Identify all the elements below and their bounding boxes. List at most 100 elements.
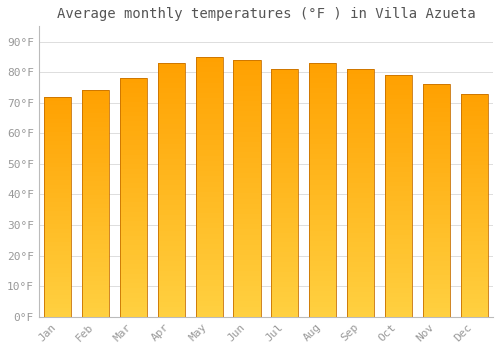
Bar bbox=[309, 271, 336, 276]
Bar bbox=[422, 215, 450, 219]
Bar bbox=[120, 193, 147, 197]
Bar bbox=[347, 243, 374, 247]
Bar bbox=[82, 108, 109, 113]
Bar bbox=[82, 172, 109, 176]
Bar bbox=[82, 217, 109, 222]
Bar bbox=[82, 244, 109, 249]
Bar bbox=[82, 167, 109, 172]
Bar bbox=[309, 236, 336, 241]
Bar bbox=[234, 307, 260, 312]
Bar bbox=[120, 102, 147, 107]
Bar bbox=[234, 173, 260, 178]
Bar bbox=[271, 193, 298, 198]
Bar bbox=[347, 109, 374, 114]
Bar bbox=[234, 183, 260, 188]
Bar bbox=[82, 113, 109, 118]
Bar bbox=[82, 249, 109, 253]
Bar bbox=[234, 60, 260, 317]
Bar bbox=[422, 205, 450, 210]
Bar bbox=[82, 231, 109, 235]
Bar bbox=[309, 205, 336, 210]
Bar bbox=[158, 63, 185, 317]
Bar bbox=[271, 119, 298, 124]
Bar bbox=[196, 145, 223, 150]
Bar bbox=[271, 282, 298, 287]
Bar bbox=[271, 292, 298, 297]
Bar bbox=[347, 133, 374, 139]
Bar bbox=[460, 290, 488, 294]
Bar bbox=[196, 161, 223, 166]
Bar bbox=[44, 163, 72, 167]
Bar bbox=[347, 144, 374, 148]
Bar bbox=[158, 63, 185, 68]
Bar bbox=[347, 312, 374, 317]
Bar bbox=[309, 225, 336, 231]
Bar bbox=[234, 70, 260, 75]
Bar bbox=[271, 99, 298, 104]
Bar bbox=[196, 301, 223, 306]
Bar bbox=[120, 78, 147, 317]
Bar bbox=[385, 293, 412, 297]
Bar bbox=[82, 145, 109, 149]
Bar bbox=[422, 126, 450, 131]
Bar bbox=[271, 114, 298, 119]
Bar bbox=[158, 93, 185, 98]
Bar bbox=[196, 171, 223, 176]
Bar bbox=[460, 294, 488, 299]
Bar bbox=[234, 121, 260, 127]
Bar bbox=[44, 101, 72, 105]
Bar bbox=[120, 135, 147, 140]
Bar bbox=[460, 254, 488, 259]
Bar bbox=[347, 173, 374, 178]
Bar bbox=[309, 63, 336, 68]
Bar bbox=[347, 257, 374, 262]
Bar bbox=[158, 261, 185, 266]
Bar bbox=[271, 173, 298, 178]
Bar bbox=[158, 108, 185, 114]
Bar bbox=[385, 75, 412, 80]
Bar bbox=[44, 132, 72, 136]
Bar bbox=[422, 224, 450, 229]
Bar bbox=[234, 255, 260, 260]
Bar bbox=[385, 94, 412, 99]
Bar bbox=[44, 189, 72, 194]
Bar bbox=[460, 286, 488, 290]
Bar bbox=[158, 83, 185, 88]
Bar bbox=[44, 136, 72, 141]
Bar bbox=[347, 74, 374, 79]
Bar bbox=[44, 110, 72, 114]
Bar bbox=[158, 104, 185, 108]
Bar bbox=[309, 88, 336, 93]
Bar bbox=[44, 198, 72, 202]
Bar bbox=[422, 163, 450, 168]
Bar bbox=[385, 85, 412, 90]
Bar bbox=[234, 65, 260, 70]
Bar bbox=[44, 273, 72, 277]
Bar bbox=[158, 312, 185, 317]
Bar bbox=[234, 194, 260, 199]
Bar bbox=[385, 167, 412, 172]
Bar bbox=[347, 69, 374, 317]
Bar bbox=[234, 204, 260, 209]
Bar bbox=[271, 124, 298, 128]
Bar bbox=[385, 312, 412, 317]
Bar bbox=[271, 243, 298, 247]
Bar bbox=[271, 144, 298, 148]
Bar bbox=[120, 164, 147, 169]
Bar bbox=[460, 183, 488, 187]
Bar bbox=[120, 274, 147, 279]
Bar bbox=[385, 254, 412, 259]
Bar bbox=[82, 118, 109, 122]
Bar bbox=[44, 149, 72, 154]
Bar bbox=[271, 287, 298, 292]
Bar bbox=[422, 154, 450, 159]
Bar bbox=[82, 253, 109, 258]
Bar bbox=[460, 263, 488, 268]
Bar bbox=[422, 121, 450, 126]
Bar bbox=[196, 98, 223, 104]
Bar bbox=[196, 260, 223, 265]
Bar bbox=[271, 84, 298, 89]
Bar bbox=[385, 206, 412, 210]
Bar bbox=[82, 91, 109, 317]
Bar bbox=[120, 202, 147, 207]
